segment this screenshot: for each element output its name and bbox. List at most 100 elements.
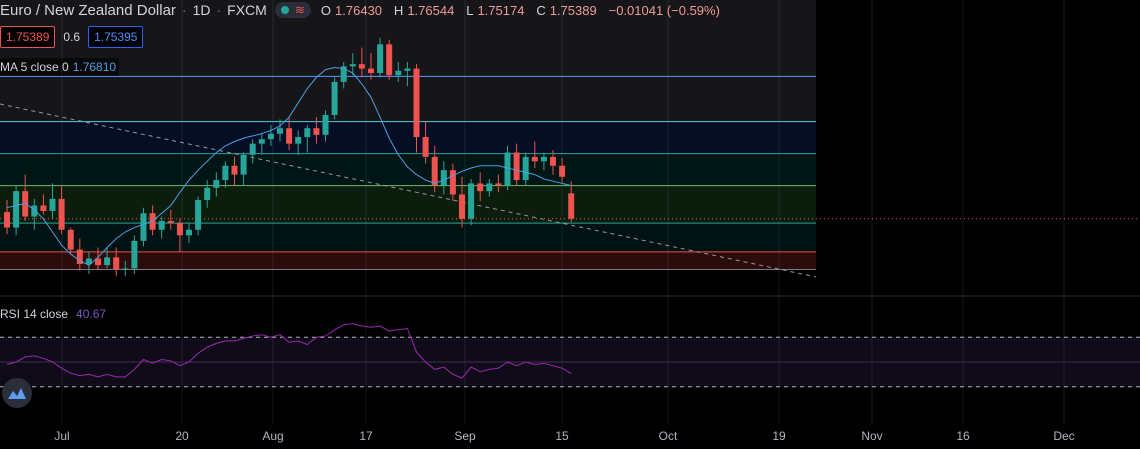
rsi-line[interactable] [6, 323, 572, 379]
candle [495, 174, 502, 193]
time-axis-label: Sep [454, 429, 476, 443]
candle-body [49, 198, 56, 212]
candle [522, 152, 529, 186]
ohlc-values: O 1.76430 H 1.76544 L 1.75174 C 1.75389 −0.0… [320, 3, 720, 18]
candle [13, 185, 20, 236]
candle-body [231, 165, 238, 175]
candle [76, 238, 83, 271]
sell-price-box[interactable]: 1.75389 [0, 26, 56, 48]
candle-body [13, 191, 20, 228]
candle [158, 216, 165, 239]
candle [431, 145, 438, 193]
spread-value: 0.6 [63, 30, 81, 44]
time-axis-label: Dec [1053, 429, 1075, 443]
candle-body [331, 81, 338, 115]
candle [559, 158, 566, 183]
time-axis-label: 19 [772, 429, 786, 443]
ma-legend[interactable]: MA 5 close 0 1.76810 [0, 58, 120, 76]
candle [349, 53, 356, 76]
candle-body [131, 240, 138, 269]
candle-body [277, 128, 283, 134]
candle-body [477, 183, 484, 192]
candle-body [395, 70, 402, 76]
candle-body [104, 257, 111, 266]
candle [468, 179, 475, 226]
candle-body [95, 258, 101, 266]
candle [568, 181, 575, 223]
candle [286, 117, 293, 151]
candle-body [113, 257, 120, 270]
candle-body [240, 154, 247, 175]
candle-body [459, 194, 465, 219]
candle-body [386, 44, 393, 76]
fib-zone [0, 121, 816, 154]
ma-line[interactable] [6, 66, 572, 266]
fib-retracement[interactable] [0, 0, 816, 271]
tradingview-logo-icon[interactable] [2, 378, 32, 408]
symbol-title[interactable]: Euro / New Zealand Dollar [0, 1, 176, 19]
candle [304, 124, 311, 153]
candle-body [158, 220, 165, 230]
candle-body [85, 258, 92, 265]
time-axis-label: 15 [555, 429, 569, 443]
candle-body [176, 223, 183, 236]
candle-body [377, 44, 384, 73]
candle [386, 39, 393, 80]
candle [395, 61, 402, 82]
candle-body [486, 183, 493, 192]
candle-body [550, 156, 556, 166]
candle [249, 139, 256, 164]
candle [413, 64, 420, 153]
rsi-pane[interactable] [0, 336, 1140, 388]
trend-line[interactable] [0, 103, 817, 278]
status-pill[interactable]: ≋ [274, 2, 311, 18]
candle [186, 223, 192, 244]
candle-body [431, 156, 438, 186]
candle [540, 152, 547, 171]
change-value: −0.01041 (−0.59%) [608, 3, 720, 18]
candle [322, 110, 329, 142]
candle [295, 130, 302, 155]
wave-icon: ≋ [294, 3, 305, 17]
candle-body [258, 139, 265, 144]
candle [104, 247, 111, 269]
exchange-label: FXCM [227, 2, 267, 18]
fib-zone [0, 185, 816, 224]
rsi-legend[interactable]: RSI 14 close 40.67 [0, 307, 107, 321]
interval-label[interactable]: 1D [192, 2, 211, 18]
candle [258, 132, 265, 155]
time-axis-label: Aug [262, 429, 284, 443]
candle-body [295, 137, 302, 144]
candle-body [204, 187, 211, 200]
time-axis-label: 20 [175, 429, 189, 443]
candle-body [249, 143, 256, 155]
chart-header: Euro / New Zealand Dollar · 1D · FXCM ≋ … [0, 0, 724, 20]
candle [550, 150, 556, 175]
candle [31, 198, 38, 230]
candle-body [413, 68, 420, 138]
candle-body [468, 183, 475, 219]
candle [459, 176, 465, 228]
fib-zone [0, 153, 816, 186]
candle [368, 53, 374, 80]
candle [331, 77, 338, 120]
candle-body [222, 165, 229, 181]
candle-body [122, 268, 129, 270]
candle-body [440, 170, 447, 186]
candle-body [349, 64, 356, 67]
candle-body [76, 249, 83, 265]
candle [267, 124, 274, 146]
candle [313, 117, 320, 144]
fib-zone [0, 76, 816, 122]
candle [377, 37, 384, 78]
candle [486, 179, 493, 197]
candle [131, 235, 138, 274]
candle-body [340, 66, 347, 82]
candle [140, 207, 147, 247]
candle-body [495, 183, 502, 186]
candles[interactable] [4, 37, 575, 277]
buy-price-box[interactable]: 1.75395 [88, 26, 144, 48]
price-boxes: 1.75389 0.6 1.75395 [0, 26, 144, 48]
candle [449, 163, 456, 202]
